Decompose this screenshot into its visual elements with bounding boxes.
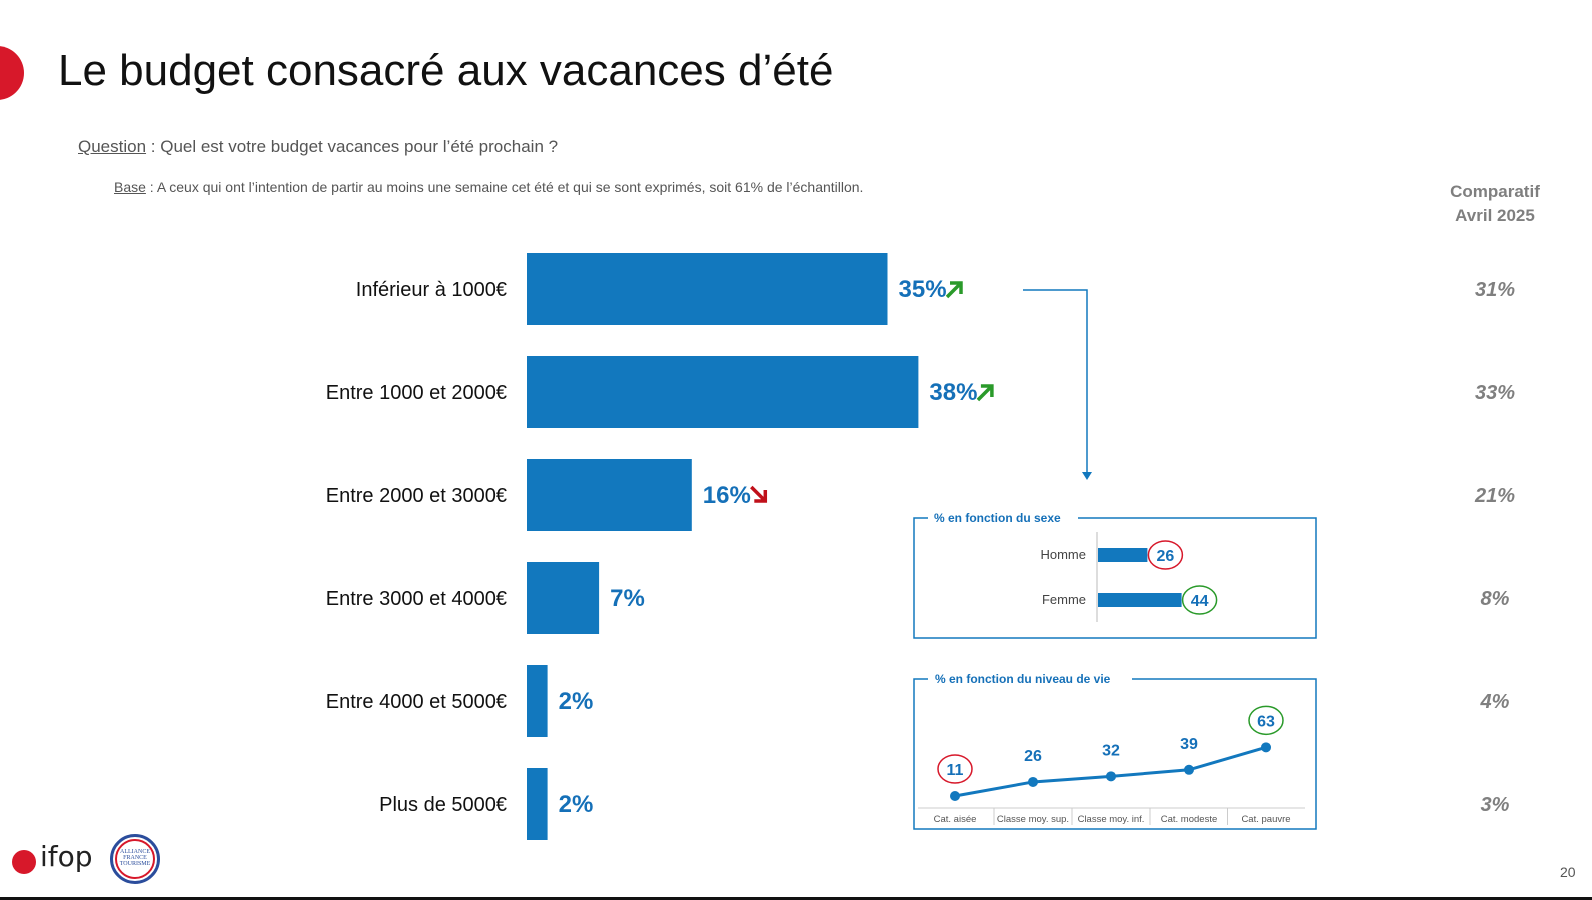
bar xyxy=(527,459,692,531)
base-label: Base xyxy=(114,179,146,195)
sex-value-circle xyxy=(1181,585,1218,615)
value-label: 38% xyxy=(929,379,977,406)
ifop-logo-text: ifop xyxy=(40,840,93,873)
sex-value-label: 44 xyxy=(1191,593,1209,610)
value-label: 35% xyxy=(899,276,947,303)
ifop-logo-dot xyxy=(12,850,36,874)
sex-panel-title: % en fonction du sexe xyxy=(934,511,1061,525)
sex-category-label: Homme xyxy=(1040,547,1086,562)
page-number: 20 xyxy=(1560,864,1576,880)
connector-line xyxy=(1023,289,1088,474)
living-tick-label: Cat. modeste xyxy=(1161,814,1218,825)
bar xyxy=(527,253,888,325)
sex-panel-title-bg xyxy=(928,510,1078,526)
living-value-circle xyxy=(937,754,973,784)
living-tick-label: Classe moy. inf. xyxy=(1078,814,1145,825)
comparison-value: 31% xyxy=(1475,279,1515,301)
comparison-value: 8% xyxy=(1481,588,1510,610)
living-value-label: 32 xyxy=(1102,742,1120,759)
value-label: 2% xyxy=(559,688,594,715)
sex-bar xyxy=(1098,593,1182,607)
living-value-label: 63 xyxy=(1257,713,1275,730)
question-text: : Quel est votre budget vacances pour l’… xyxy=(146,137,559,156)
bar xyxy=(527,356,919,428)
comparatif-line1: Comparatif xyxy=(1450,182,1540,201)
category-label: Entre 3000 et 4000€ xyxy=(326,588,507,610)
comparatif-line2: Avril 2025 xyxy=(1455,206,1535,225)
question-label: Question xyxy=(78,137,147,156)
base-line: Base : A ceux qui ont l’intention de par… xyxy=(114,179,863,195)
sex-bar xyxy=(1098,548,1148,562)
sex-value-label: 26 xyxy=(1157,548,1175,565)
comparatif-heading: Comparatif Avril 2025 xyxy=(1410,180,1580,228)
living-tick-label: Cat. aisée xyxy=(934,814,977,825)
living-panel-title: % en fonction du niveau de vie xyxy=(935,672,1111,686)
sex-category-label: Femme xyxy=(1042,592,1086,607)
comparison-value: 3% xyxy=(1481,794,1510,816)
alliance-france-tourisme-logo: ALLIANCE FRANCE TOURISME xyxy=(110,834,160,884)
living-point xyxy=(1028,776,1038,787)
footer-rule xyxy=(0,897,1592,900)
arrow-up-right-icon xyxy=(976,384,994,402)
bar xyxy=(527,665,548,737)
living-panel-frame xyxy=(913,678,1317,830)
arrow-down-icon xyxy=(1082,472,1092,480)
living-point xyxy=(950,791,960,801)
arrow-up-right-icon xyxy=(945,281,963,299)
living-tick-label: Classe moy. sup. xyxy=(997,814,1069,825)
arrow-down-right-icon xyxy=(750,485,768,503)
value-label: 7% xyxy=(610,585,645,612)
living-panel-title-bg xyxy=(928,670,1132,686)
category-label: Entre 4000 et 5000€ xyxy=(326,691,507,713)
sex-panel-frame xyxy=(913,517,1317,639)
bar xyxy=(527,562,600,634)
category-label: Inférieur à 1000€ xyxy=(356,279,507,301)
living-point xyxy=(1106,771,1116,782)
category-label: Plus de 5000€ xyxy=(379,794,507,816)
living-value-label: 11 xyxy=(947,762,964,779)
comparison-value: 4% xyxy=(1480,691,1510,713)
living-value-circle xyxy=(1248,705,1284,736)
comparison-value: 21% xyxy=(1474,485,1515,507)
living-tick-label: Cat. pauvre xyxy=(1241,814,1290,825)
page-title: Le budget consacré aux vacances d’été xyxy=(58,46,834,95)
bar xyxy=(527,768,548,840)
value-label: 16% xyxy=(703,482,751,509)
question-line: Question : Quel est votre budget vacance… xyxy=(78,137,558,157)
living-value-label: 39 xyxy=(1180,736,1198,753)
ifop-logo: ifop xyxy=(10,840,94,876)
living-value-label: 26 xyxy=(1024,748,1042,765)
category-label: Entre 2000 et 3000€ xyxy=(326,485,507,507)
comparison-value: 33% xyxy=(1475,382,1515,404)
living-point xyxy=(1184,764,1194,775)
alliance-logo-text: ALLIANCE FRANCE TOURISME xyxy=(119,849,151,867)
living-point xyxy=(1261,742,1271,753)
sex-value-circle xyxy=(1147,540,1184,570)
value-label: 2% xyxy=(559,791,594,818)
base-text: : A ceux qui ont l’intention de partir a… xyxy=(145,179,864,195)
category-label: Entre 1000 et 2000€ xyxy=(326,382,507,404)
